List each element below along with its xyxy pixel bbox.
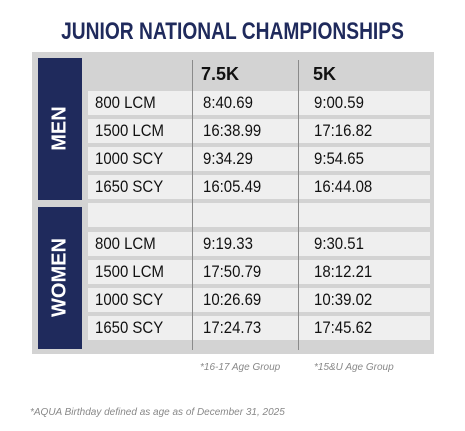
cell: 17:24.73 (203, 318, 262, 337)
cell: 8:40.69 (203, 93, 253, 112)
row-stripe (88, 91, 430, 115)
cell: 1650 SCY (95, 177, 164, 196)
cell: 16:38.99 (203, 121, 262, 140)
column-header: 5K (313, 64, 337, 84)
note: *AQUA Birthday defined as age as of Dece… (30, 407, 285, 418)
cell: 17:45.62 (314, 318, 373, 337)
row-stripe (88, 119, 430, 143)
column-divider (298, 60, 299, 350)
section-label: MEN (48, 106, 71, 151)
row-stripe (88, 232, 430, 256)
cell: 10:26.69 (203, 290, 262, 309)
row-stripe (88, 316, 430, 340)
cell: 1500 LCM (95, 121, 165, 140)
section-label: WOMEN (48, 238, 71, 317)
column-divider (192, 60, 193, 350)
cell: 17:16.82 (314, 121, 373, 140)
cell: 9:19.33 (203, 234, 253, 253)
cell: 18:12.21 (314, 262, 373, 281)
column-header: 7.5K (201, 64, 240, 84)
row-stripe (88, 175, 430, 199)
footnote: *16-17 Age Group (200, 362, 281, 373)
cell: 1000 SCY (95, 149, 164, 168)
cell: 16:44.08 (314, 177, 373, 196)
cell: 17:50.79 (203, 262, 262, 281)
cell: 800 LCM (95, 93, 156, 112)
footnote: *15&U Age Group (314, 362, 394, 373)
title: JUNIOR NATIONAL CHAMPIONSHIPS (61, 18, 404, 45)
row-stripe (88, 288, 430, 312)
row-stripe (88, 203, 430, 227)
section-block (38, 207, 82, 349)
cell: 9:00.59 (314, 93, 364, 112)
cell: 16:05.49 (203, 177, 262, 196)
cell: 800 LCM (95, 234, 156, 253)
cell: 9:30.51 (314, 234, 364, 253)
cell: 9:34.29 (203, 149, 253, 168)
cell: 1650 SCY (95, 318, 164, 337)
cell: 9:54.65 (314, 149, 364, 168)
row-stripe (88, 147, 430, 171)
section-block (38, 58, 82, 200)
row-stripe (88, 260, 430, 284)
cell: 1500 LCM (95, 262, 165, 281)
cell: 10:39.02 (314, 290, 373, 309)
cell: 1000 SCY (95, 290, 164, 309)
